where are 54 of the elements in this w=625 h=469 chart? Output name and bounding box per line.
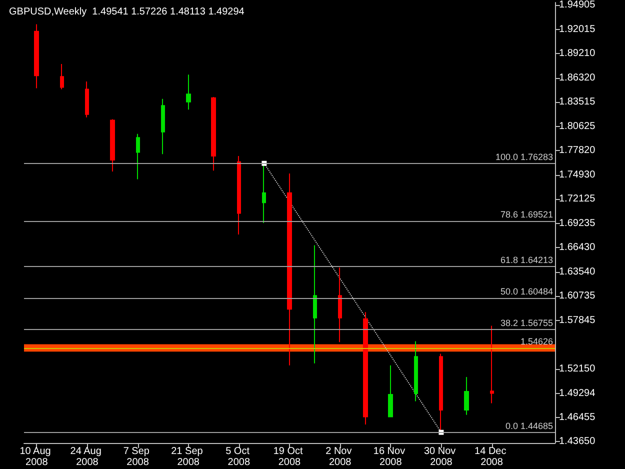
chart-title: GBPUSD,Weekly 1.49541 1.57226 1.48113 1.49294 [9,6,245,18]
ref-line-label: 38.2 1.56755 [500,318,553,328]
y-tick-label: 1.83515 [559,96,596,108]
candlestick [211,96,216,172]
x-tick-label: 24 Aug 2008 [70,446,104,468]
ref-line-label: 1.54626 [520,336,553,346]
x-tick-label: 19 Oct 2008 [273,446,306,468]
y-tick-label: 1.86320 [559,72,596,84]
x-tick-label: 16 Nov 2008 [373,446,408,468]
candlestick [313,244,317,364]
candlestick [388,364,393,418]
y-tick-label: 1.77820 [559,144,596,156]
x-tick-label: 5 Oct 2008 [226,446,252,468]
candlestick [338,266,342,343]
candlestick [464,376,469,416]
y-tick-label: 1.43650 [559,436,596,447]
x-tick-label: 2 Nov 2008 [326,446,355,468]
y-tick-label: 1.72125 [559,193,596,204]
ref-line-label: 100.0 1.76283 [495,152,553,162]
x-tick-label: 21 Sep 2008 [171,446,206,468]
y-tick-label: 1.74930 [559,170,596,181]
y-tick-label: 1.52150 [559,363,596,374]
y-tick-label: 1.80625 [559,121,596,132]
ref-line-label: 50.0 1.60484 [500,286,553,296]
x-tick-label: 7 Sep 2008 [123,446,152,468]
candlestick [287,173,292,366]
y-tick-label: 1.63540 [559,266,596,278]
candlestick [161,98,165,155]
candlestick [186,74,191,110]
x-tick-label: 10 Aug 2008 [20,446,54,468]
candlestick [85,80,89,118]
ref-line-label: 61.8 1.64213 [500,254,553,265]
y-tick-label: 1.49294 [559,388,596,399]
y-tick-label: 1.89210 [559,48,596,59]
candlestick [363,312,368,425]
y-tick-label: 1.46455 [559,412,596,423]
x-tick-label: 14 Dec 2008 [474,446,510,468]
candlestick [136,133,140,180]
candlestick [34,24,39,89]
candlestick [237,156,241,236]
candlestick [60,64,64,90]
y-tick-label: 1.69235 [559,218,596,230]
candlestick [439,353,443,433]
y-tick-label: 1.66430 [559,242,596,253]
y-tick-label: 1.94905 [559,0,596,10]
candlestick [414,340,418,402]
y-tick-label: 1.92015 [559,24,596,36]
candlestick [110,118,115,172]
ref-line-label: 78.6 1.69521 [500,210,553,220]
candlestick [490,325,494,404]
x-tick-label: 30 Nov 2008 [424,446,458,468]
y-tick-label: 1.57845 [559,314,596,326]
y-tick-label: 1.60735 [559,290,596,302]
ref-line-label: 0.0 1.44685 [505,420,553,431]
